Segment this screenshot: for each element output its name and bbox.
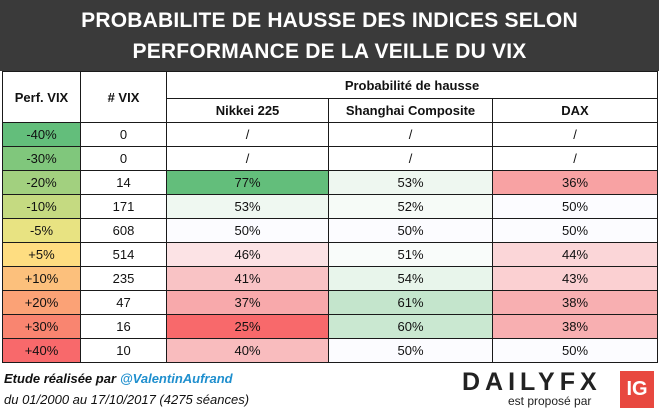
cell-nikkei: / bbox=[166, 146, 329, 171]
dailyfx-logo: DAILYFX est proposé par IG bbox=[460, 368, 655, 410]
table-row: -30% 0// / bbox=[2, 146, 658, 171]
cell-perf-vix: +20% bbox=[2, 290, 81, 315]
cell-vix-count: 47 bbox=[80, 290, 167, 315]
cell-nikkei: 50% bbox=[166, 218, 329, 243]
brand-wordmark: DAILYFX bbox=[462, 368, 602, 396]
cell-vix-count: 514 bbox=[80, 242, 167, 267]
header-probability-group: Probabilité de hausse bbox=[166, 71, 658, 99]
cell-nikkei: 25% bbox=[166, 314, 329, 339]
author-handle[interactable]: @ValentinAufrand bbox=[120, 371, 233, 386]
title-line-2: PERFORMANCE DE LA VEILLE DU VIX bbox=[132, 39, 527, 63]
study-label: Etude réalisée par bbox=[4, 371, 116, 386]
cell-perf-vix: -20% bbox=[2, 170, 81, 195]
cell-dax: 36% bbox=[492, 170, 658, 195]
cell-vix-count: 171 bbox=[80, 194, 167, 219]
cell-shanghai: / bbox=[328, 122, 493, 147]
cell-perf-vix: -40% bbox=[2, 122, 81, 147]
cell-dax: 44% bbox=[492, 242, 658, 267]
table-row: +20% 47 37% 61% 38% bbox=[2, 290, 658, 315]
table-row: +40% 10 40% 50% 50% bbox=[2, 338, 658, 363]
header-dax: DAX bbox=[492, 98, 658, 123]
table-row: -40% 0// / bbox=[2, 122, 658, 147]
cell-dax: 50% bbox=[492, 194, 658, 219]
cell-shanghai: 53% bbox=[328, 170, 493, 195]
study-credit: Etude réalisée par @ValentinAufrand bbox=[4, 371, 233, 386]
cell-dax: 38% bbox=[492, 314, 658, 339]
cell-shanghai: / bbox=[328, 146, 493, 171]
cell-perf-vix: -30% bbox=[2, 146, 81, 171]
cell-shanghai: 52% bbox=[328, 194, 493, 219]
header-perf-vix: Perf. VIX bbox=[2, 71, 81, 123]
cell-nikkei: 46% bbox=[166, 242, 329, 267]
cell-dax: 50% bbox=[492, 218, 658, 243]
cell-shanghai: 50% bbox=[328, 338, 493, 363]
table-row: -5% 608 50% 50% 50% bbox=[2, 218, 658, 243]
cell-vix-count: 0 bbox=[80, 122, 167, 147]
cell-nikkei: 40% bbox=[166, 338, 329, 363]
cell-nikkei: 77% bbox=[166, 170, 329, 195]
cell-nikkei: 53% bbox=[166, 194, 329, 219]
cell-nikkei: / bbox=[166, 122, 329, 147]
cell-dax: 38% bbox=[492, 290, 658, 315]
cell-perf-vix: +5% bbox=[2, 242, 81, 267]
cell-nikkei: 37% bbox=[166, 290, 329, 315]
cell-shanghai: 51% bbox=[328, 242, 493, 267]
cell-shanghai: 50% bbox=[328, 218, 493, 243]
header-vix-count: # VIX bbox=[80, 71, 167, 123]
cell-perf-vix: -5% bbox=[2, 218, 81, 243]
cell-nikkei: 41% bbox=[166, 266, 329, 291]
table-row: -10% 171 53% 52% 50% bbox=[2, 194, 658, 219]
cell-vix-count: 235 bbox=[80, 266, 167, 291]
cell-dax: / bbox=[492, 146, 658, 171]
cell-perf-vix: +40% bbox=[2, 338, 81, 363]
cell-shanghai: 61% bbox=[328, 290, 493, 315]
partner-badge: IG bbox=[620, 371, 654, 408]
table-row: +30% 16 25% 60% 38% bbox=[2, 314, 658, 339]
cell-vix-count: 10 bbox=[80, 338, 167, 363]
header-shanghai: Shanghai Composite bbox=[328, 98, 493, 123]
cell-shanghai: 54% bbox=[328, 266, 493, 291]
table-row: -20% 14 77% 53% 36% bbox=[2, 170, 658, 195]
study-period: du 01/2000 au 17/10/2017 (4275 séances) bbox=[4, 392, 250, 407]
cell-vix-count: 608 bbox=[80, 218, 167, 243]
title-line-1: PROBABILITE DE HAUSSE DES INDICES SELON bbox=[81, 8, 578, 32]
table-body: -40% 0// / -30% 0// / -20% 14 77% 53% 36% -10% 171 53… bbox=[2, 122, 658, 363]
cell-vix-count: 0 bbox=[80, 146, 167, 171]
probability-table: Perf. VIX # VIX Probabilité de hausse Ni… bbox=[2, 71, 658, 363]
cell-shanghai: 60% bbox=[328, 314, 493, 339]
title-banner: PROBABILITE DE HAUSSE DES INDICES SELON … bbox=[0, 0, 659, 71]
cell-dax: 50% bbox=[492, 338, 658, 363]
cell-perf-vix: +10% bbox=[2, 266, 81, 291]
cell-vix-count: 16 bbox=[80, 314, 167, 339]
cell-vix-count: 14 bbox=[80, 170, 167, 195]
table-row: +5% 514 46% 51% 44% bbox=[2, 242, 658, 267]
header-nikkei: Nikkei 225 bbox=[166, 98, 329, 123]
cell-perf-vix: -10% bbox=[2, 194, 81, 219]
cell-perf-vix: +30% bbox=[2, 314, 81, 339]
brand-tagline: est proposé par bbox=[508, 394, 592, 408]
table-row: +10% 235 41% 54% 43% bbox=[2, 266, 658, 291]
cell-dax: / bbox=[492, 122, 658, 147]
cell-dax: 43% bbox=[492, 266, 658, 291]
